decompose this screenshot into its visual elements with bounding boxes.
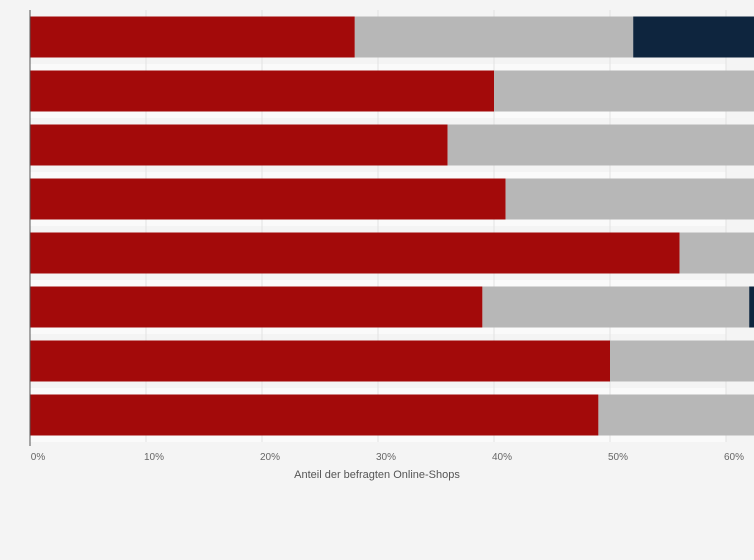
bar-segment: [679, 232, 754, 274]
bar-segment: [30, 232, 680, 274]
x-tick-label: 0%: [31, 452, 46, 463]
bar-segment: [505, 178, 754, 220]
bar-segment: [30, 16, 355, 58]
bar-segment: [633, 16, 754, 58]
bar-segment: [30, 124, 448, 166]
bars: [30, 16, 754, 436]
x-tick-label: 60%: [724, 452, 744, 463]
bar-segment: [30, 286, 483, 328]
bar-segment: [494, 70, 754, 112]
x-axis-label: Anteil der befragten Online-Shops: [294, 469, 460, 481]
x-tick-labels: 0%10%20%30%40%50%60%70%80%90%100%110%: [31, 452, 744, 463]
bar-segment: [598, 394, 754, 436]
x-tick-label: 30%: [376, 452, 396, 463]
bar-segment: [30, 178, 506, 220]
bar-segment: [749, 286, 754, 328]
bar-segment: [447, 124, 754, 166]
x-tick-label: 40%: [492, 452, 512, 463]
x-tick-label: 20%: [260, 452, 280, 463]
bar-segment: [354, 16, 634, 58]
bar-segment: [30, 70, 494, 112]
bar-segment: [610, 340, 754, 382]
bar-segment: [482, 286, 750, 328]
bar-segment: [30, 394, 599, 436]
x-tick-label: 50%: [608, 452, 628, 463]
x-tick-label: 10%: [144, 452, 164, 463]
bar-segment: [30, 340, 610, 382]
